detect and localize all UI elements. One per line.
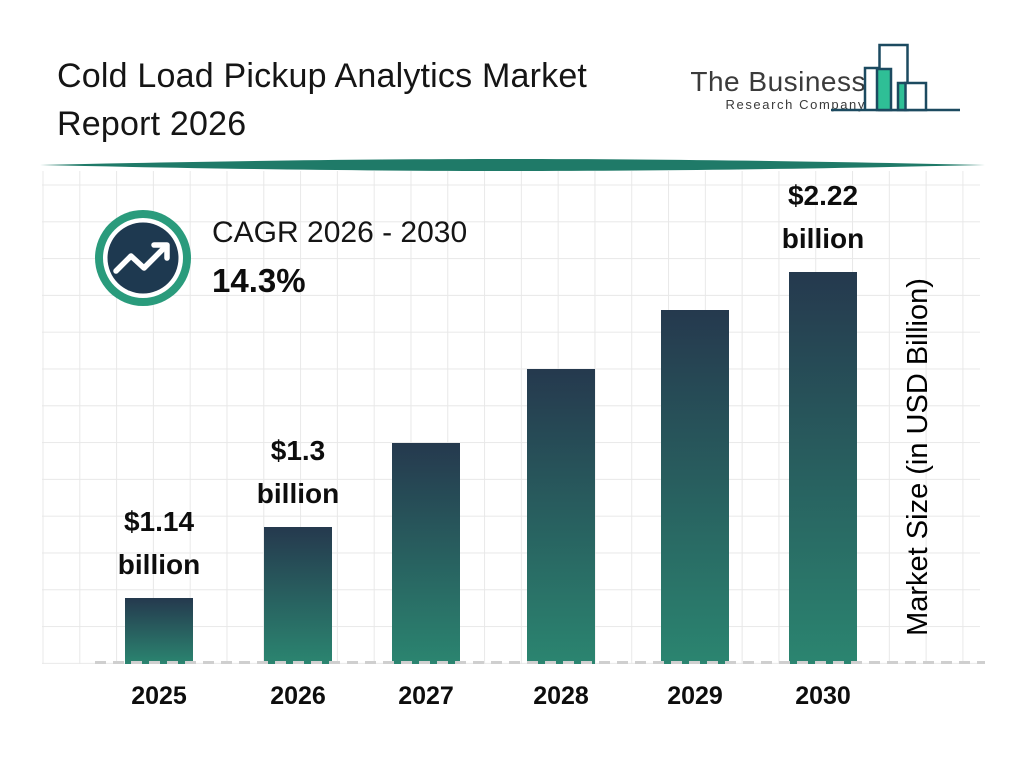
bar-chart-logo-icon	[831, 43, 960, 112]
bar-2027	[392, 443, 460, 664]
x-tick-2030: 2030	[795, 682, 851, 710]
x-axis-baseline	[95, 661, 985, 664]
x-tick-2029: 2029	[667, 682, 723, 710]
cagr-value: 14.3%	[212, 262, 306, 299]
x-tick-2028: 2028	[533, 682, 589, 710]
x-tick-2027: 2027	[398, 682, 454, 710]
page-title-line1: Cold Load Pickup Analytics Market	[57, 57, 588, 95]
x-tick-2025: 2025	[131, 682, 187, 710]
bar-2029	[661, 310, 729, 664]
page-title-line2: Report 2026	[57, 105, 247, 143]
value-label-2025: $1.14 billion	[117, 506, 201, 580]
cagr-label: CAGR 2026 - 2030	[212, 216, 468, 249]
bar-2028	[527, 369, 595, 664]
value-label-2026: $1.3 billion	[256, 435, 340, 509]
page-title: Cold Load Pickup Analytics Market Report…	[57, 52, 587, 148]
bar-2025	[125, 598, 193, 664]
divider	[40, 159, 985, 171]
logo-name: The Business	[690, 66, 866, 97]
bar-2030	[789, 272, 857, 664]
x-tick-2026: 2026	[270, 682, 326, 710]
value-label-2030: $2.22 billion	[781, 180, 865, 254]
y-axis-label: Market Size (in USD Billion)	[902, 278, 934, 636]
bar-2026	[264, 527, 332, 664]
logo-tagline: Research Company	[725, 97, 866, 112]
trending-up-icon	[113, 242, 170, 274]
logo: The Business Research Company	[690, 66, 866, 113]
cagr-badge	[95, 210, 191, 306]
